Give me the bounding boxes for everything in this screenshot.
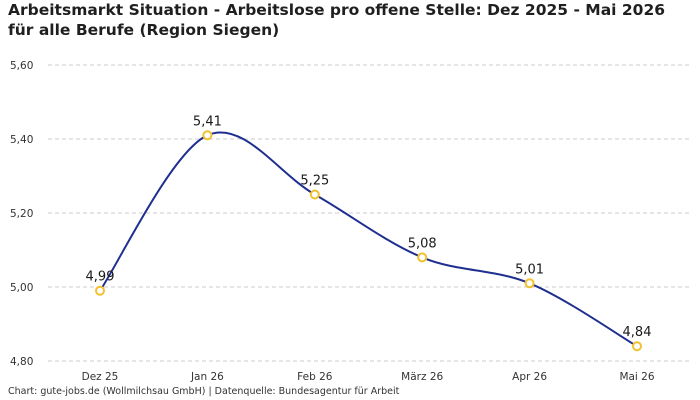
y-tick-label: 5,20 bbox=[10, 208, 33, 220]
data-label: 4,84 bbox=[623, 325, 652, 340]
data-point bbox=[95, 285, 105, 296]
series-line bbox=[99, 131, 638, 348]
data-label: 5,01 bbox=[515, 262, 544, 277]
data-label: 5,41 bbox=[193, 114, 222, 129]
series-line-layer bbox=[99, 131, 638, 348]
y-tick-label: 5,00 bbox=[10, 282, 33, 294]
data-label: 5,08 bbox=[408, 236, 437, 251]
x-axis-ticks: Dez 25 Jan 26 Feb 26 März 26 Apr 26 Mai 26 bbox=[82, 371, 655, 383]
x-tick-label: Jan 26 bbox=[190, 371, 224, 383]
data-label: 4,99 bbox=[86, 270, 115, 285]
y-tick-label: 5,60 bbox=[10, 60, 33, 72]
x-tick-label: Apr 26 bbox=[512, 371, 547, 383]
y-tick-label: 4,80 bbox=[10, 356, 33, 368]
grid-layer bbox=[48, 64, 690, 362]
data-point bbox=[202, 130, 213, 141]
marker-layer bbox=[95, 130, 642, 352]
data-label-layer: 4,99 5,41 5,25 5,08 5,01 4,84 bbox=[86, 114, 652, 340]
data-point bbox=[417, 252, 428, 263]
x-tick-label: Dez 25 bbox=[82, 371, 119, 383]
x-tick-label: Feb 26 bbox=[297, 371, 333, 383]
y-axis-ticks: 4,80 5,00 5,20 5,40 5,60 bbox=[10, 60, 33, 368]
chart-source-footer: Chart: gute-jobs.de (Wollmilchsau GmbH) … bbox=[8, 386, 400, 397]
y-tick-label: 5,40 bbox=[10, 134, 33, 146]
x-tick-label: Mai 26 bbox=[619, 371, 654, 383]
data-point bbox=[632, 341, 642, 352]
chart-title: Arbeitsmarkt Situation - Arbeitslose pro… bbox=[8, 1, 666, 39]
data-point bbox=[309, 189, 320, 200]
data-point bbox=[524, 278, 535, 289]
x-tick-label: März 26 bbox=[401, 371, 443, 383]
data-label: 5,25 bbox=[300, 174, 329, 189]
